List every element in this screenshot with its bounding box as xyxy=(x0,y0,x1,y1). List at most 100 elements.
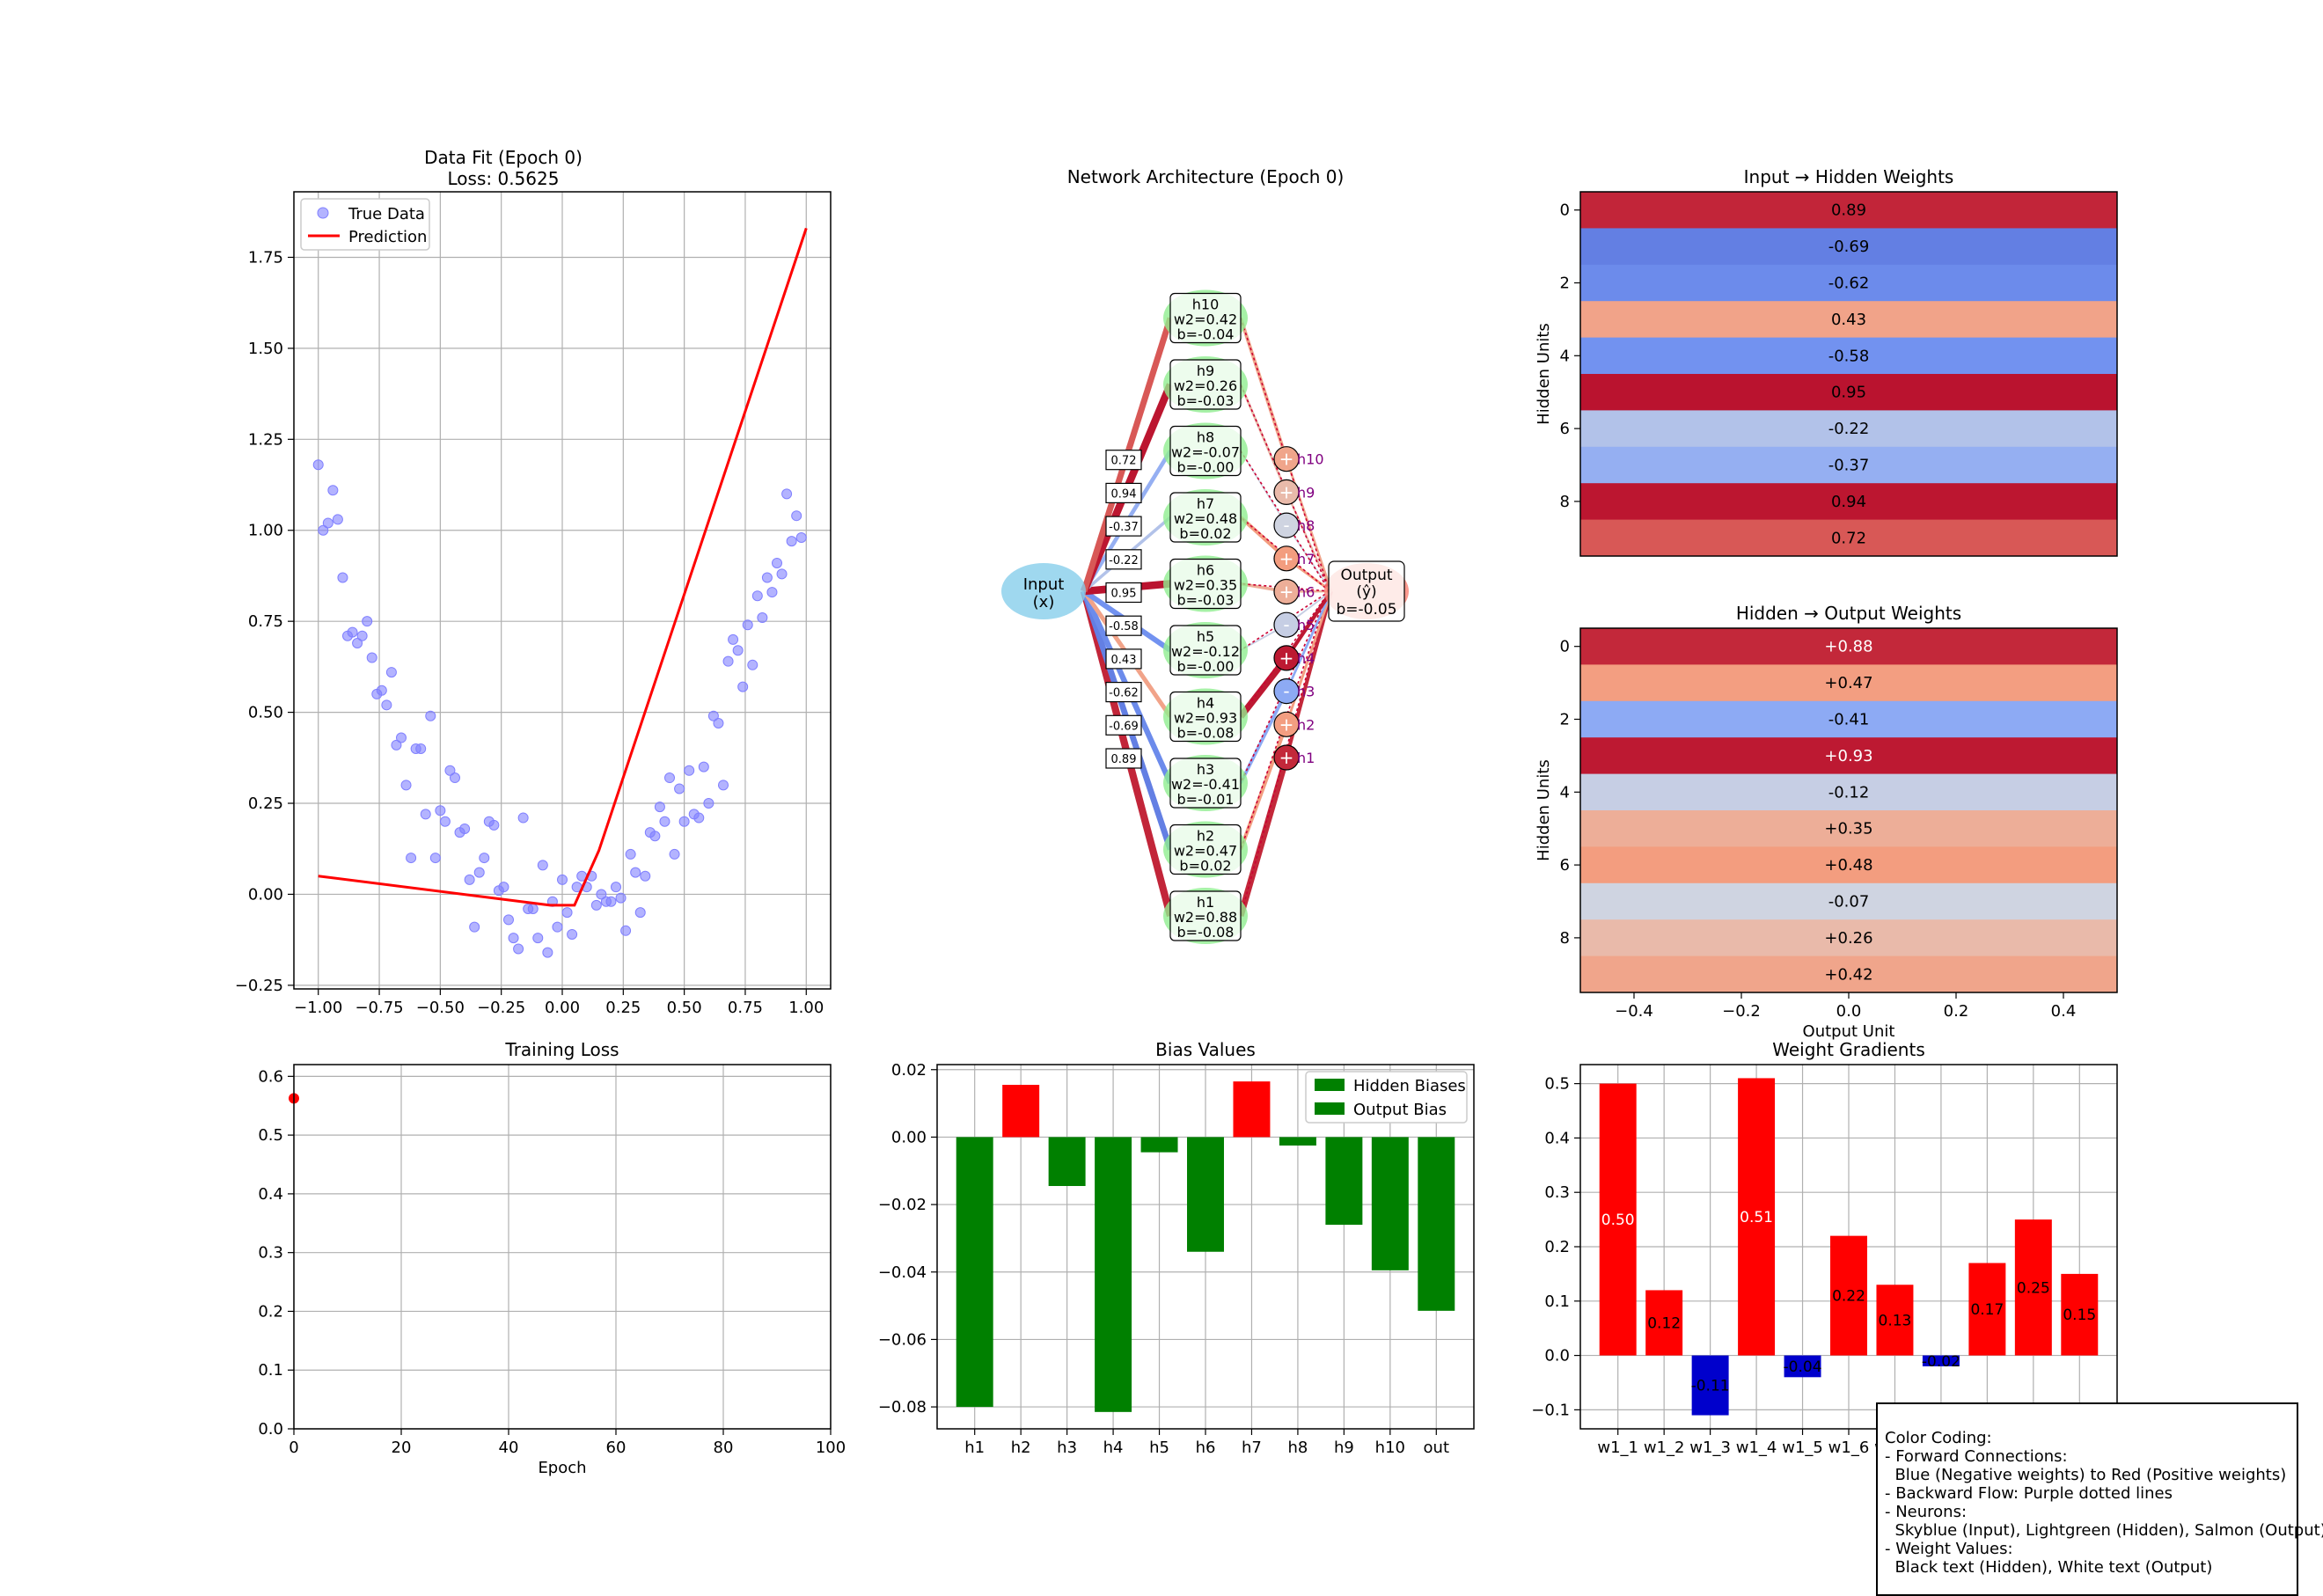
heatmap-ho-ylabel: Hidden Units xyxy=(1535,759,1553,861)
sum-label: h4 xyxy=(1297,650,1315,667)
heatmap-cell-label: -0.69 xyxy=(1828,238,1870,256)
output-label-box xyxy=(1328,560,1405,622)
sum-label: h5 xyxy=(1297,617,1315,633)
bar xyxy=(2061,1273,2099,1356)
weight-value-box xyxy=(1105,714,1142,736)
data-point xyxy=(450,772,460,784)
data-point xyxy=(698,761,709,772)
legend-hidden-biases: Hidden Biases xyxy=(1353,1077,1466,1095)
y-tick-label: 2 xyxy=(1560,275,1570,293)
input-label: Input xyxy=(1023,575,1065,594)
data-point xyxy=(469,921,480,933)
data-fit-prediction xyxy=(318,227,808,907)
y-tick-label: 0 xyxy=(1560,638,1570,656)
heatmap-cell-label: +0.26 xyxy=(1824,929,1872,948)
sum-sign: + xyxy=(1279,582,1294,603)
heatmap-cell xyxy=(1580,337,2117,375)
data-point xyxy=(747,659,758,670)
data-point xyxy=(322,517,333,529)
hidden-label: w2=0.42 xyxy=(1174,311,1237,328)
training-loss-grid xyxy=(293,1065,832,1430)
hidden-label: b=-0.03 xyxy=(1177,592,1235,609)
y-tick-label: 0.5 xyxy=(258,1126,283,1145)
weight-gradients-panel: Weight Gradients 0.500.12-0.110.51-0.040… xyxy=(1531,1039,2118,1457)
data-point xyxy=(400,780,412,791)
bar xyxy=(1599,1083,1637,1356)
weight-value-label: -0.22 xyxy=(1109,554,1139,567)
sum-neuron xyxy=(1273,744,1300,771)
data-point xyxy=(420,809,431,820)
x-tick-label: 1.00 xyxy=(788,999,824,1017)
hidden-label: h3 xyxy=(1197,761,1214,778)
data-point xyxy=(766,587,778,598)
sum-label: h2 xyxy=(1297,716,1315,733)
x-tick-label: 40 xyxy=(499,1439,519,1457)
data-point xyxy=(473,867,485,878)
x-tick-label: 80 xyxy=(714,1439,734,1457)
data-point xyxy=(786,536,797,547)
input-label: (x) xyxy=(1033,593,1055,611)
bar-value-label: 0.17 xyxy=(1970,1301,2004,1319)
data-point xyxy=(757,612,768,624)
bar xyxy=(1418,1137,1455,1311)
y-tick-label: 6 xyxy=(1560,420,1570,438)
data-point xyxy=(312,459,324,471)
bar xyxy=(1876,1285,1914,1356)
hidden-label: h4 xyxy=(1197,695,1214,712)
x-tick-label: 0.0 xyxy=(1836,1002,1862,1021)
hidden-label: w2=-0.12 xyxy=(1171,643,1240,660)
bar xyxy=(1187,1137,1224,1252)
heatmap-cell-label: 0.94 xyxy=(1831,493,1866,511)
legend-hidden-biases-swatch xyxy=(1315,1079,1345,1091)
heatmap-ho-ticks: 0 2 4 6 8 −0.4 −0.2 0.0 0.2 0.4 xyxy=(1560,638,2077,1021)
sum-sign: + xyxy=(1279,747,1294,768)
y-tick-label: 0.00 xyxy=(891,1128,927,1146)
data-fit-points xyxy=(312,459,807,958)
legend-line: - Neurons: xyxy=(1885,1503,1968,1521)
heatmap-cell-label: +0.88 xyxy=(1824,638,1872,656)
legend-line: - Backward Flow: Purple dotted lines xyxy=(1885,1484,2173,1503)
data-point xyxy=(684,765,695,776)
y-tick-label: 1.75 xyxy=(248,248,283,267)
x-tick-label: h5 xyxy=(1149,1439,1169,1457)
data-point xyxy=(464,874,475,885)
color-coding-legend: Color Coding: - Forward Connections: Blu… xyxy=(1876,1402,2323,1596)
data-point xyxy=(332,514,343,525)
data-point xyxy=(722,655,734,667)
heatmap-cell xyxy=(1580,192,2117,229)
heatmap-ih-cells: 0.89 -0.69 -0.62 0.43 -0.58 0.95 -0.22 -0.37 0.9… xyxy=(1580,192,2117,557)
x-tick-label: w1_4 xyxy=(1736,1439,1777,1457)
output-label: Output xyxy=(1340,567,1392,584)
sum-label: h1 xyxy=(1297,750,1315,766)
hidden-label: h5 xyxy=(1197,628,1214,645)
x-tick-label: w1_6 xyxy=(1828,1439,1870,1457)
heatmap-cell xyxy=(1580,700,2117,738)
data-point xyxy=(385,667,397,678)
data-point xyxy=(590,899,602,911)
heatmap-cell-label: -0.22 xyxy=(1828,420,1870,438)
sum-sign: + xyxy=(1279,548,1294,569)
data-point xyxy=(718,780,729,791)
sum-label: h3 xyxy=(1297,684,1315,700)
x-tick-label: 0.25 xyxy=(605,999,641,1017)
bar xyxy=(1830,1235,1867,1356)
bar xyxy=(1048,1137,1086,1186)
data-point xyxy=(429,853,441,864)
sum-label: h8 xyxy=(1297,517,1315,534)
hidden-label: b=-0.08 xyxy=(1177,725,1235,742)
heatmap-ih-title: Input → Hidden Weights xyxy=(1744,166,1954,187)
hidden-label-box xyxy=(1169,492,1242,543)
sum-label: h9 xyxy=(1297,484,1315,501)
data-point xyxy=(425,710,436,721)
sum-neuron xyxy=(1273,578,1300,605)
data-point xyxy=(327,485,339,496)
sum-to-output-edge xyxy=(1285,590,1333,725)
sum-label: h7 xyxy=(1297,551,1315,567)
y-tick-label: 2 xyxy=(1560,711,1570,729)
data-point xyxy=(605,896,617,907)
bar-value-label: 0.25 xyxy=(2017,1279,2050,1297)
data-point xyxy=(678,816,690,827)
data-point xyxy=(640,870,651,882)
data-point xyxy=(654,802,665,813)
